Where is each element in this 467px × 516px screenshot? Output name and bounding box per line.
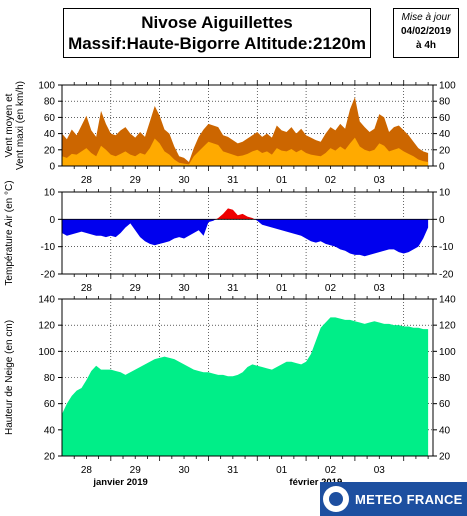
snow-xtick-label: 03: [374, 465, 386, 476]
temperature-ylabel: Température Air (en °C): [4, 180, 15, 285]
wind-xtick-label: 01: [276, 175, 288, 186]
wind-ytick-label-left: 100: [38, 81, 55, 92]
update-label: Mise à jour: [401, 12, 451, 23]
snow-ytick-label-left: 140: [38, 295, 55, 306]
logo-text: METEO FRANCE: [355, 491, 463, 507]
meteo-france-logo-icon: [323, 486, 349, 512]
wind-ytick-label-right: 0: [439, 162, 445, 173]
snow-ytick-label-right: 60: [439, 399, 451, 410]
wind-ytick-label-right: 80: [439, 97, 451, 108]
wind-ytick-label-right: 20: [439, 145, 451, 156]
snow-xtick-label: 31: [227, 465, 239, 476]
wind-ylabel: Vent maxi (en km/h): [15, 81, 26, 170]
temperature-ytick-label-right: 0: [439, 215, 445, 226]
snow-xtick-label: 02: [325, 465, 337, 476]
wind-series-1-area: [62, 137, 429, 166]
temperature-ytick-label-left: -20: [41, 270, 56, 281]
temperature-xtick-label: 03: [374, 283, 386, 294]
wind-ytick-label-right: 100: [439, 81, 456, 92]
snow-ytick-label-right: 140: [439, 295, 456, 306]
temperature-positive-area: [62, 208, 429, 220]
wind-xtick-label: 31: [227, 175, 239, 186]
snow-ytick-label-left: 120: [38, 321, 55, 332]
temperature-xtick-label: 31: [227, 283, 239, 294]
snow-xtick-label: 30: [178, 465, 190, 476]
snow-xtick-label: 28: [81, 465, 93, 476]
temperature-ytick-label-left: 0: [49, 215, 55, 226]
wind-ytick-label-right: 40: [439, 129, 451, 140]
wind-xtick-label: 28: [81, 175, 93, 186]
snow-ytick-label-right: 100: [439, 347, 456, 358]
snow-ylabel: Hauteur de Neige (en cm): [4, 320, 15, 435]
temperature-ytick-label-right: -10: [439, 242, 454, 253]
chart-subtitle: Massif:Haute-Bigorre Altitude:2120m: [68, 34, 366, 53]
wind-xtick-label: 29: [130, 175, 142, 186]
snow-ytick-label-right: 80: [439, 373, 451, 384]
snow-ytick-label-left: 100: [38, 347, 55, 358]
wind-ytick-label-left: 40: [44, 129, 56, 140]
snow-xtick-label: 29: [130, 465, 142, 476]
temperature-negative-area: [62, 219, 429, 257]
snow-ytick-label-left: 60: [44, 399, 56, 410]
snow-ytick-label-left: 20: [44, 452, 56, 463]
temperature-ytick-label-right: 10: [439, 188, 451, 199]
temperature-xtick-label: 01: [276, 283, 288, 294]
month-label: février 2019: [289, 477, 342, 488]
month-label: janvier 2019: [92, 477, 147, 488]
temperature-xtick-label: 02: [325, 283, 337, 294]
snow-ytick-label-right: 40: [439, 425, 451, 436]
temperature-ytick-label-right: -20: [439, 270, 454, 281]
snow-ytick-label-right: 120: [439, 321, 456, 332]
update-time: à 4h: [415, 40, 436, 51]
wind-ytick-label-left: 0: [49, 162, 55, 173]
temperature-xtick-label: 30: [178, 283, 190, 294]
wind-ytick-label-left: 60: [44, 113, 56, 124]
update-box: Mise à jour 04/02/2019 à 4h: [393, 8, 459, 58]
snow-xtick-label: 01: [276, 465, 288, 476]
wind-ylabel: Vent moyen et: [4, 93, 15, 157]
meteo-france-logo: METEO FRANCE: [320, 482, 467, 516]
title-box: Nivose Aiguillettes Massif:Haute-Bigorre…: [63, 8, 371, 58]
temperature-ytick-label-left: 10: [44, 188, 56, 199]
wind-xtick-label: 03: [374, 175, 386, 186]
wind-ytick-label-left: 80: [44, 97, 56, 108]
chart-title: Nivose Aiguillettes: [141, 13, 293, 32]
snow-ytick-label-left: 80: [44, 373, 56, 384]
temperature-ytick-label-left: -10: [41, 242, 56, 253]
wind-xtick-label: 30: [178, 175, 190, 186]
temperature-xtick-label: 28: [81, 283, 93, 294]
wind-ytick-label-left: 20: [44, 145, 56, 156]
snow-ytick-label-right: 20: [439, 452, 451, 463]
wind-ytick-label-right: 60: [439, 113, 451, 124]
wind-xtick-label: 02: [325, 175, 337, 186]
wind-frame: [61, 84, 434, 167]
temperature-xtick-label: 29: [130, 283, 142, 294]
snow-series-0-area: [62, 317, 429, 456]
update-date: 04/02/2019: [400, 26, 452, 37]
snow-ytick-label-left: 40: [44, 425, 56, 436]
temperature-frame: [61, 191, 434, 275]
